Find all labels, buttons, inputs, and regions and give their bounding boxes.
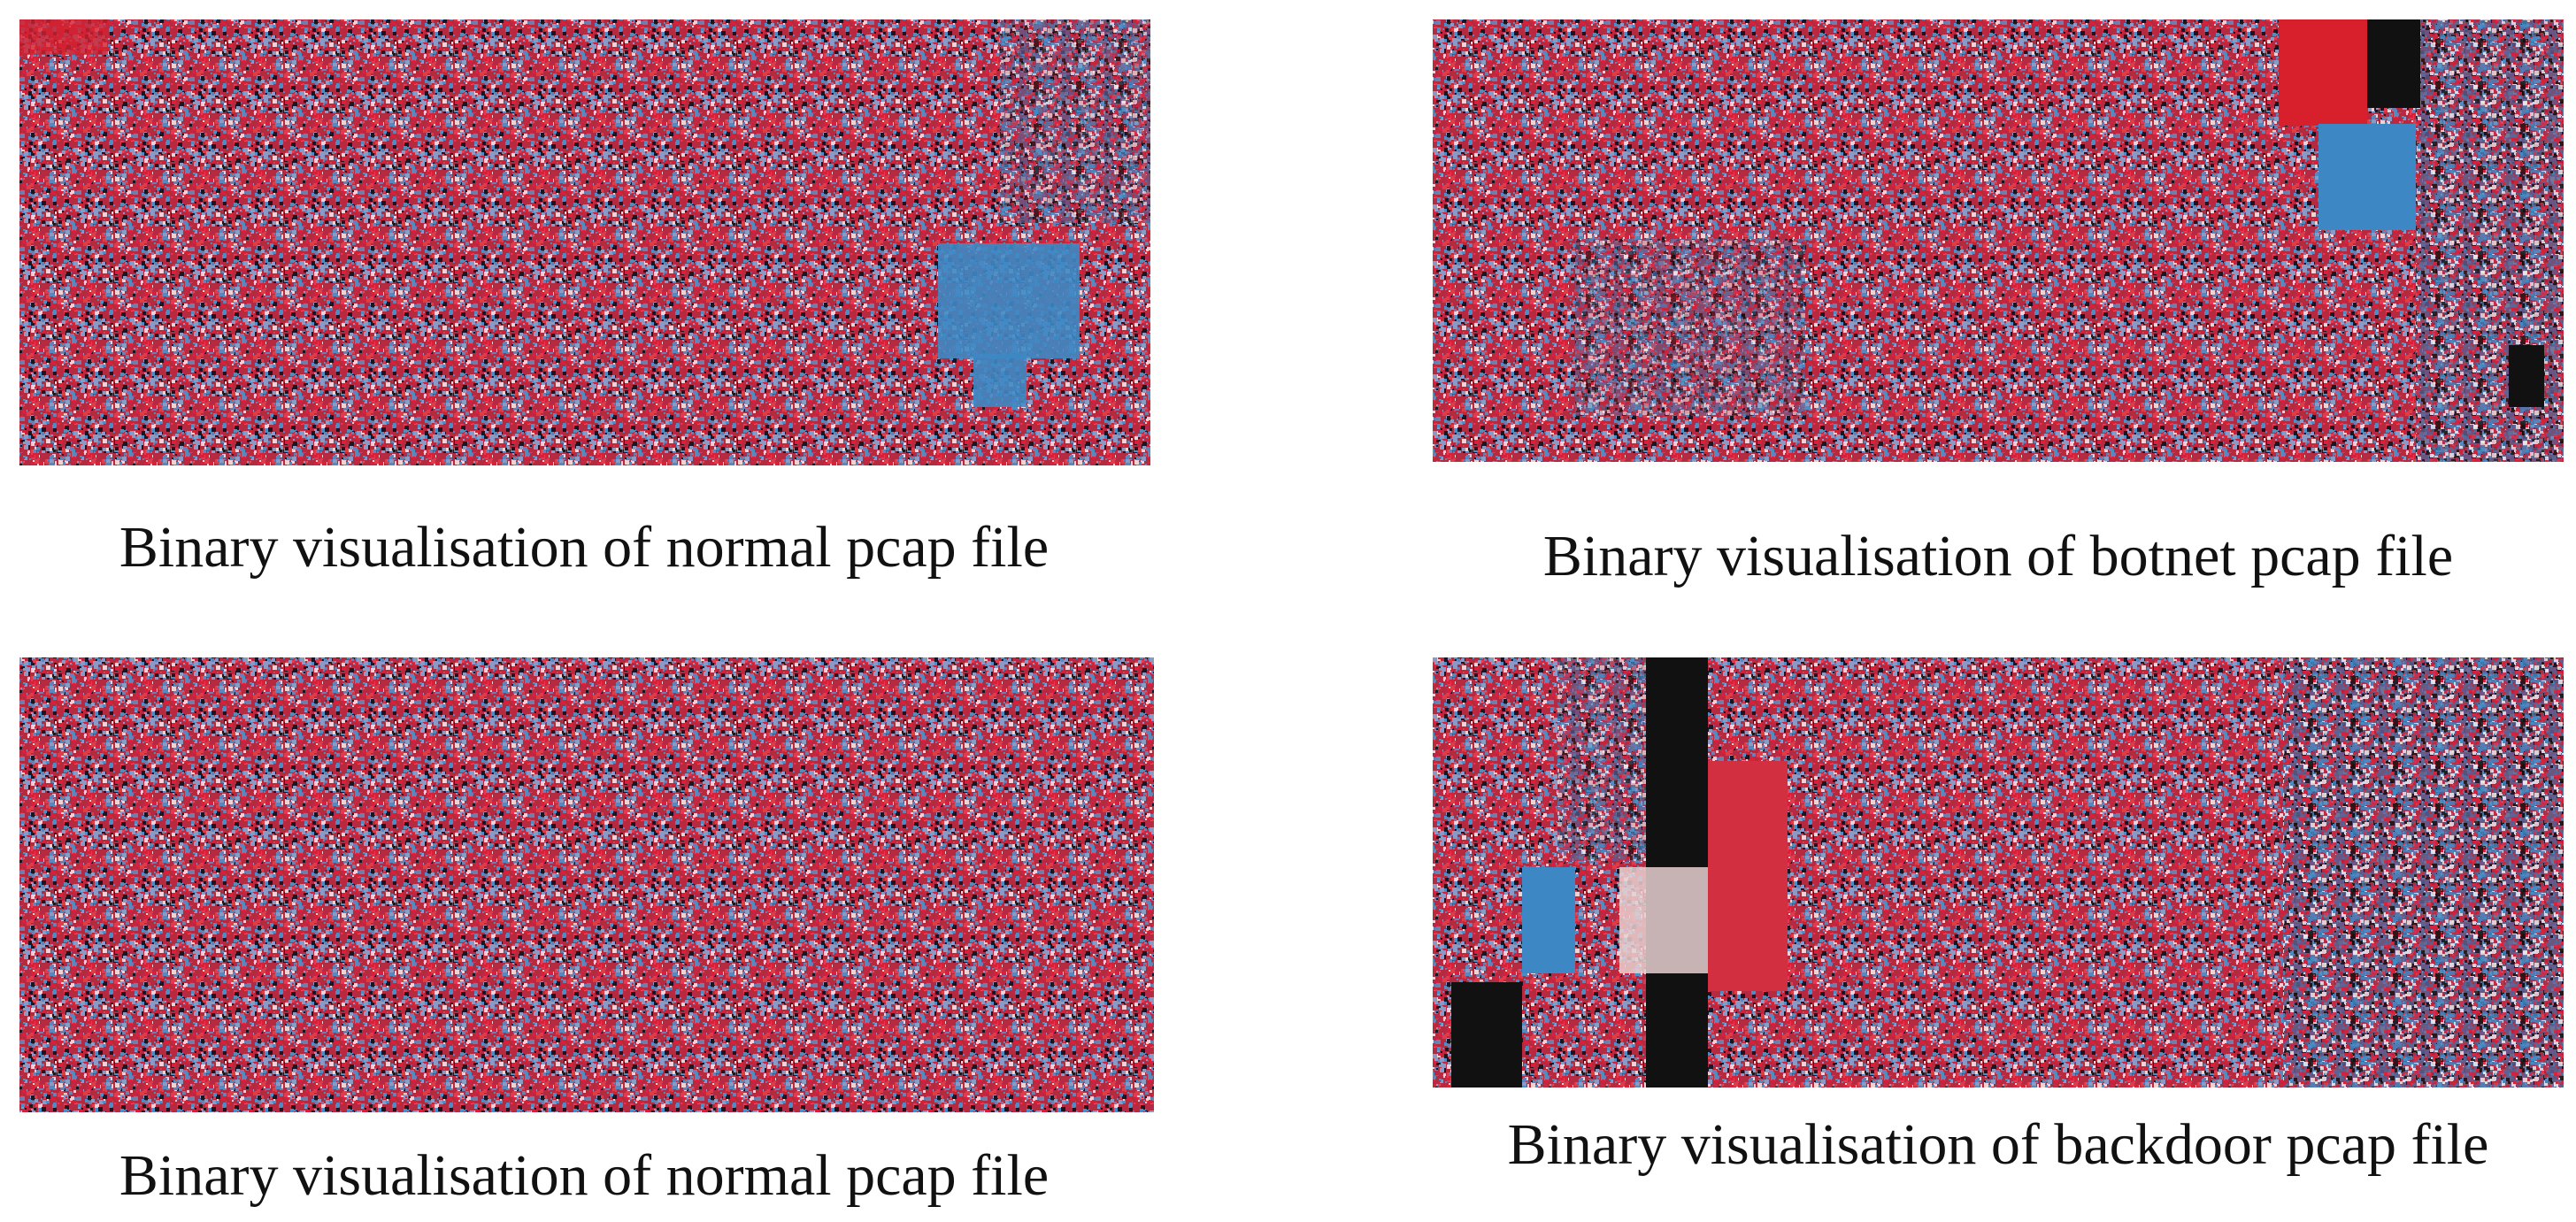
panel-image bbox=[19, 657, 1154, 1112]
caption: Binary visualisation of backdoor pcap fi… bbox=[1508, 1112, 2489, 1177]
panel-image bbox=[1433, 19, 2564, 462]
caption: Binary visualisation of normal pcap file bbox=[119, 515, 1049, 580]
caption: Binary visualisation of botnet pcap file bbox=[1543, 524, 2453, 588]
panel-image bbox=[1433, 657, 2564, 1088]
panel-image bbox=[19, 19, 1150, 465]
caption: Binary visualisation of normal pcap file bbox=[119, 1143, 1049, 1208]
